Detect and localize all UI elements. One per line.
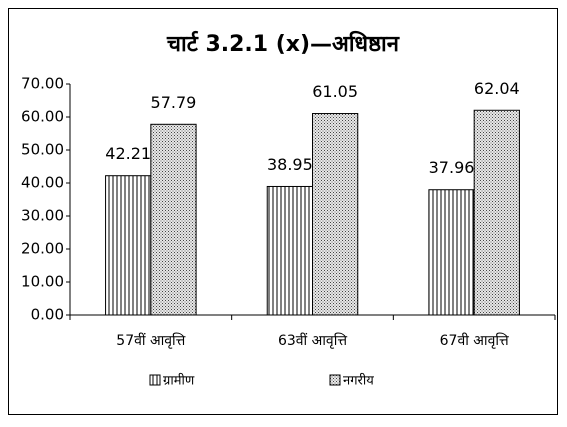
bar [150, 123, 197, 316]
legend-swatch [329, 374, 341, 386]
data-label: 38.95 [267, 155, 313, 174]
legend-label: ग्रामीण [163, 373, 195, 389]
bar [266, 185, 314, 316]
y-tick-label: 40.00 [21, 174, 64, 192]
data-label: 62.04 [474, 79, 520, 98]
x-tick-label: 57वीं आवृत्ति [116, 332, 185, 349]
y-tick-label: 0.00 [31, 306, 64, 324]
chart-title: चार्ट 3.2.1 (x)—अधिष्ठान [166, 30, 400, 57]
y-tick-label: 70.00 [21, 75, 64, 93]
x-tick-label: 63वीं आवृत्ति [278, 332, 347, 349]
data-label: 42.21 [105, 144, 151, 163]
bar [473, 109, 520, 316]
bar [428, 189, 475, 316]
bar [105, 175, 152, 316]
data-label: 61.05 [312, 82, 358, 101]
y-tick-label: 60.00 [21, 108, 64, 126]
y-tick-label: 20.00 [21, 240, 64, 258]
x-tick-label: 67वी आवृत्ति [440, 332, 509, 349]
data-label: 57.79 [151, 93, 197, 112]
data-label: 37.96 [429, 158, 475, 177]
y-tick-label: 10.00 [21, 273, 64, 291]
bar [312, 113, 359, 316]
legend-label: नगरीय [343, 373, 374, 389]
legend-swatch [149, 374, 161, 386]
y-tick-label: 30.00 [21, 207, 64, 225]
y-tick-label: 50.00 [21, 141, 64, 159]
